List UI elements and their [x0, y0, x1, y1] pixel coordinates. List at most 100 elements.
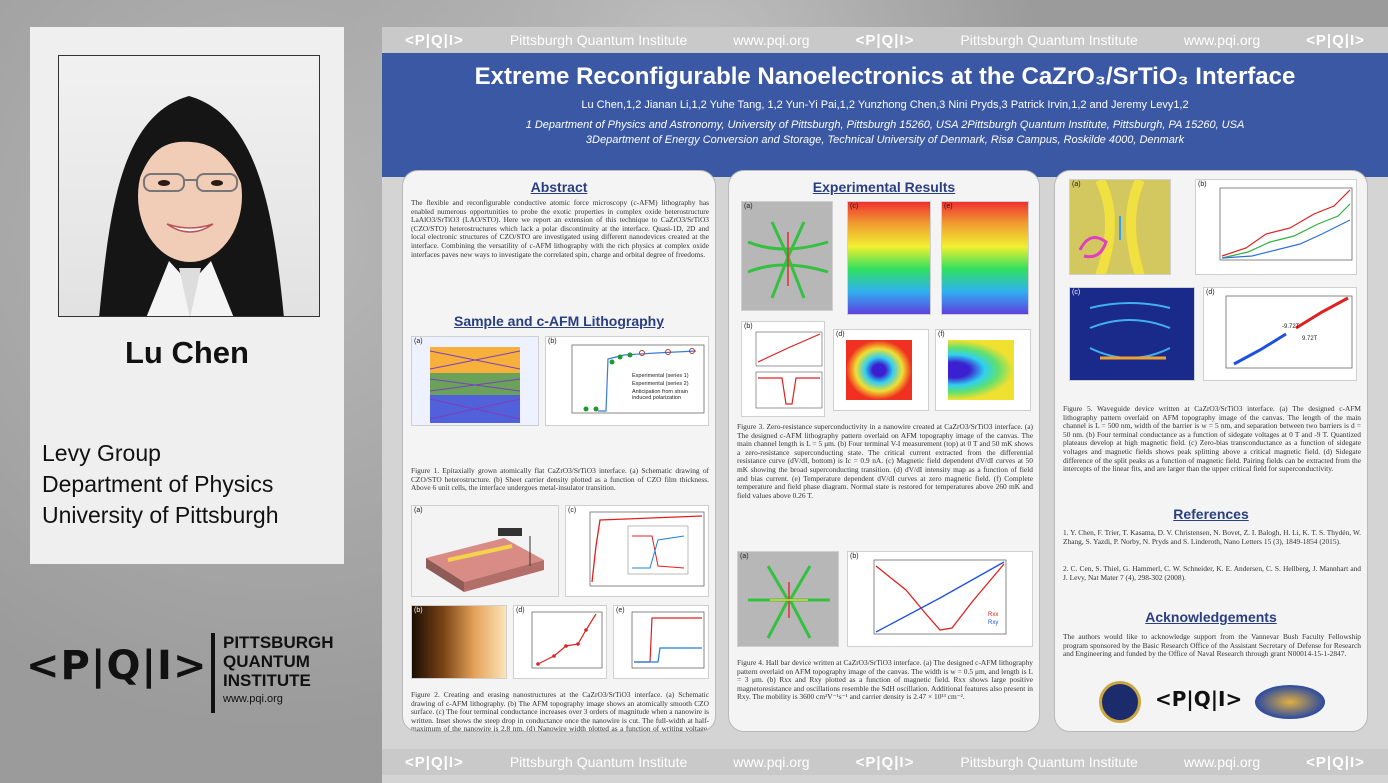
pqi-logo-mark: <P|Q|I>: [26, 643, 208, 689]
fig3f-map: (f): [935, 329, 1031, 411]
panel-label: (b): [850, 553, 859, 560]
university-seal: [1099, 681, 1141, 723]
fig2b-afm-image: (b): [411, 605, 507, 679]
band-item: <P|Q|I>: [855, 31, 915, 49]
fig3d-map: (d): [833, 329, 929, 411]
column-left: Abstract The flexible and reconfigurable…: [402, 170, 716, 732]
references-heading: References: [1173, 506, 1249, 522]
acknowledgements-heading: Acknowledgements: [1145, 609, 1277, 625]
panel-label: (a): [744, 203, 753, 210]
affiliation-2: 3Department of Energy Conversion and Sto…: [585, 134, 1185, 146]
panel-label: (d): [836, 331, 845, 338]
fig5d-annotation: 9.72T: [1302, 336, 1318, 342]
band-item: www.pqi.org: [1183, 754, 1261, 770]
fig5d-plot: (d) -9.72T 9.72T: [1203, 287, 1357, 381]
panel-label: (b): [548, 338, 557, 345]
title-bar: [382, 53, 1388, 177]
fig4a-pattern: (a): [737, 551, 839, 647]
column-middle: Experimental Results (a) (c) (e) (b) (d): [728, 170, 1040, 732]
fig3c-curves: (c): [847, 201, 931, 315]
fig3b-vi: (b): [741, 321, 825, 417]
band-item: <P|Q|I>: [1306, 31, 1365, 49]
legend-entry: Experimental (series 2): [632, 381, 689, 387]
pqi-logo: <P|Q|I> PITTSBURGH QUANTUM INSTITUTE www…: [26, 633, 346, 713]
fig1b-plot: (b) Experimental (series 1) Experimental…: [545, 336, 709, 426]
legend-entry: Anticipation from strain induced polariz…: [632, 389, 688, 401]
panel-label: (c): [568, 507, 577, 514]
fig2a-schematic: (a): [411, 505, 559, 597]
band-item: www.pqi.org: [1183, 32, 1261, 48]
reference-item: 2. C. Cen, S. Thiel, G. Hammerl, C. W. S…: [1063, 564, 1361, 582]
reference-item: 1. Y. Chen, F. Trier, T. Kasama, D. V. C…: [1063, 528, 1361, 546]
pqi-small-logo: <P|Q|I>: [1155, 687, 1243, 711]
logo-divider: [211, 633, 215, 713]
fig2e-plot: (e): [613, 605, 709, 679]
fig5b-plot: (b): [1195, 179, 1357, 275]
legend-entry: Experimental (series 1): [632, 373, 689, 379]
abstract-heading: Abstract: [530, 179, 588, 195]
affiliation-1: 1 Department of Physics and Astronomy, U…: [525, 119, 1245, 131]
panel-label: (e): [944, 203, 953, 210]
band-item: Pittsburgh Quantum Institute: [960, 754, 1138, 770]
poster-authors: Lu Chen,1,2 Jianan Li,1,2 Yuhe Tang, 1,2…: [581, 99, 1189, 111]
fig2c-plot: (c): [565, 505, 709, 597]
fig4-caption: Figure 4. Hall bar device written at CaZ…: [737, 658, 1033, 702]
band-item: <P|Q|I>: [855, 753, 915, 771]
panel-label: (b): [744, 323, 753, 330]
band-item: www.pqi.org: [733, 32, 810, 48]
band-item: <P|Q|I>: [405, 753, 464, 771]
panel-label: (a): [414, 507, 423, 514]
fig3a-pattern: (a): [741, 201, 833, 311]
fig3-caption: Figure 3. Zero-resistance superconductiv…: [737, 422, 1033, 500]
poster: <P|Q|I> Pittsburgh Quantum Institute www…: [382, 27, 1388, 783]
panel-label: (b): [1198, 181, 1207, 188]
panel-label: (a): [1072, 181, 1081, 188]
panel-label: (d): [516, 607, 525, 614]
group-name: Levy Group: [42, 440, 161, 466]
fig5-caption: Figure 5. Waveguide device written at Ca…: [1063, 404, 1361, 474]
sample-heading: Sample and c-AFM Lithography: [453, 313, 664, 329]
band-item: Pittsburgh Quantum Institute: [960, 32, 1138, 48]
logo-url: www.pqi.org: [223, 693, 283, 705]
presenter-name: Lu Chen: [125, 335, 249, 370]
legend-entry: Rxx: [988, 612, 999, 618]
fig1-lattice: (a): [411, 336, 539, 426]
presenter-photo: [58, 55, 320, 317]
presenter-portrait: [99, 96, 284, 316]
logo-line3: INSTITUTE: [223, 671, 311, 690]
logo-line2: QUANTUM: [223, 652, 310, 671]
top-banner: <P|Q|I> Pittsburgh Quantum Institute www…: [382, 27, 1388, 53]
band-item: Pittsburgh Quantum Institute: [509, 754, 688, 770]
fig5a-pattern: (a): [1069, 179, 1171, 275]
fig3e-curves: (e): [941, 201, 1029, 315]
band-item: www.pqi.org: [733, 754, 810, 770]
results-heading: Experimental Results: [812, 179, 956, 195]
panel-label: (b): [414, 607, 423, 614]
panel-label: (f): [938, 331, 945, 338]
university-name: University of Pittsburgh: [42, 502, 279, 528]
panel-label: (d): [1206, 289, 1215, 296]
fig5d-annotation: -9.72T: [1282, 324, 1300, 330]
panel-label: (a): [740, 553, 749, 560]
panel-label: (a): [414, 338, 423, 345]
column-right: (a) (b) (c) (d): [1054, 170, 1368, 732]
band-item: <P|Q|I>: [1306, 753, 1365, 771]
logo-line1: PITTSBURGH: [223, 633, 334, 652]
fig5c-map: (c): [1069, 287, 1195, 381]
bottom-banner: <P|Q|I> Pittsburgh Quantum Institute www…: [382, 749, 1388, 775]
panel-label: (c): [850, 203, 859, 210]
fig1-caption: Figure 1. Epitaxially grown atomically f…: [411, 466, 709, 493]
department-name: Department of Physics: [42, 471, 274, 497]
navy-seal: [1255, 685, 1325, 719]
panel-label: (c): [1072, 289, 1081, 296]
fig2d-plot: (d): [513, 605, 607, 679]
fig4b-plot: (b) Rxx Rxy: [847, 551, 1033, 647]
abstract-text: The flexible and reconfigurable conducti…: [411, 198, 709, 259]
poster-title: Extreme Reconfigurable Nanoelectronics a…: [474, 63, 1296, 90]
fig2-caption: Figure 2. Creating and erasing nanostruc…: [411, 690, 709, 732]
band-item: Pittsburgh Quantum Institute: [509, 32, 688, 48]
acknowledgements-text: The authors would like to acknowledge su…: [1063, 632, 1361, 659]
legend-entry: Rxy: [988, 620, 999, 626]
panel-label: (e): [616, 607, 625, 614]
band-item: <P|Q|I>: [405, 31, 464, 49]
